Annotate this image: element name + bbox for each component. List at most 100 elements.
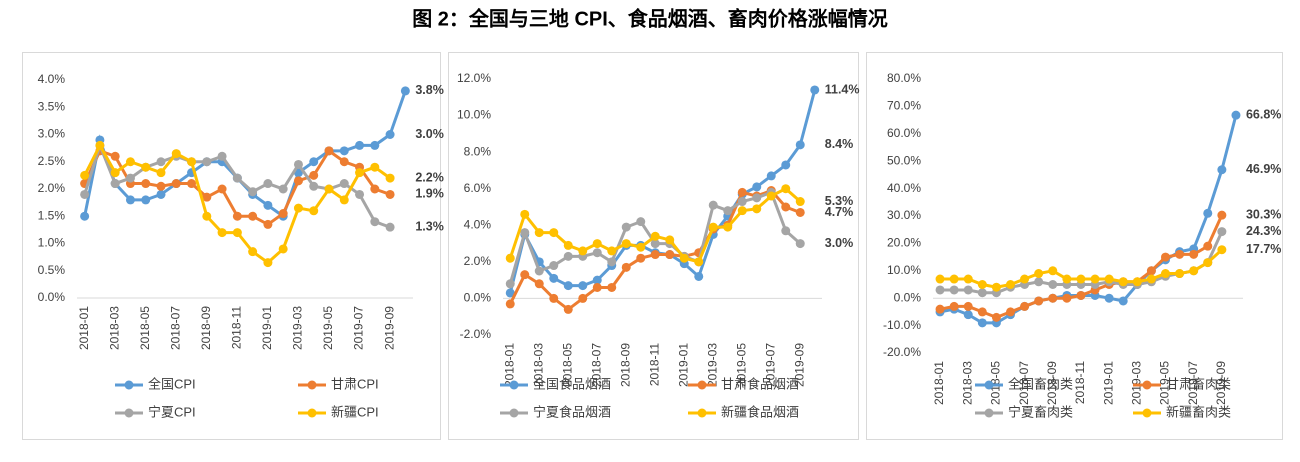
point bbox=[563, 240, 573, 250]
x-tick-label: 2018-01 bbox=[932, 361, 946, 405]
y-tick-label: 0.0% bbox=[894, 290, 922, 304]
y-tick-label: 8.0% bbox=[464, 144, 492, 158]
point bbox=[578, 293, 588, 303]
point bbox=[723, 206, 733, 216]
legend-label: 宁夏CPI bbox=[148, 404, 196, 419]
x-tick-label: 2019-07 bbox=[352, 306, 366, 350]
point bbox=[636, 217, 646, 227]
x-tick-label: 2019-09 bbox=[792, 343, 806, 387]
value-label: 5.3% bbox=[825, 194, 854, 208]
legend-label: 甘肃CPI bbox=[331, 376, 379, 391]
point bbox=[156, 168, 166, 178]
point bbox=[650, 250, 660, 260]
point bbox=[1048, 266, 1058, 276]
x-tick-label: 2018-11 bbox=[1073, 361, 1087, 404]
point bbox=[400, 86, 410, 96]
x-tick-label: 2019-07 bbox=[1186, 361, 1200, 405]
x-tick-label: 2018-07 bbox=[1017, 361, 1031, 405]
legend-label: 全国畜肉类 bbox=[1008, 376, 1073, 391]
point bbox=[505, 288, 515, 298]
point bbox=[563, 251, 573, 261]
point bbox=[592, 282, 602, 292]
point bbox=[1118, 296, 1128, 306]
point bbox=[339, 146, 349, 156]
point bbox=[309, 157, 319, 167]
point bbox=[752, 193, 762, 203]
value-label: 1.9% bbox=[415, 187, 444, 201]
point bbox=[80, 211, 90, 221]
point bbox=[187, 179, 197, 189]
point bbox=[263, 179, 273, 189]
point bbox=[737, 197, 747, 207]
point bbox=[505, 299, 515, 309]
point bbox=[263, 219, 273, 229]
x-tick-label: 2018-05 bbox=[138, 306, 152, 350]
point bbox=[385, 130, 395, 139]
x-tick-label: 2019-03 bbox=[1129, 361, 1143, 405]
panel-border bbox=[866, 52, 1283, 440]
series-line bbox=[939, 214, 1224, 319]
point bbox=[309, 181, 319, 191]
point bbox=[549, 261, 559, 271]
point bbox=[708, 200, 718, 210]
point bbox=[665, 235, 675, 245]
y-tick-label: 40.0% bbox=[887, 181, 921, 195]
y-tick-label: 30.0% bbox=[887, 208, 921, 222]
point bbox=[1161, 252, 1170, 262]
point bbox=[95, 140, 105, 150]
point bbox=[263, 258, 273, 268]
point bbox=[607, 257, 617, 267]
point bbox=[963, 301, 973, 311]
point bbox=[752, 182, 762, 192]
x-tick-label: 2019-07 bbox=[763, 343, 777, 387]
panel-border bbox=[22, 52, 441, 440]
point bbox=[781, 202, 791, 212]
point bbox=[202, 211, 212, 221]
x-tick-label: 2019-03 bbox=[291, 306, 305, 350]
point bbox=[935, 274, 945, 284]
series-line bbox=[939, 114, 1238, 325]
point bbox=[520, 270, 530, 280]
point bbox=[949, 285, 959, 295]
point bbox=[385, 222, 395, 232]
point bbox=[977, 280, 987, 289]
point bbox=[339, 157, 349, 167]
point bbox=[650, 239, 660, 249]
point bbox=[1189, 266, 1199, 276]
point bbox=[520, 228, 530, 238]
point bbox=[592, 248, 602, 258]
point bbox=[665, 250, 675, 260]
point bbox=[1217, 227, 1227, 237]
point bbox=[563, 281, 573, 291]
point bbox=[1104, 274, 1114, 284]
point bbox=[781, 226, 791, 236]
point bbox=[278, 209, 288, 219]
value-label: 2.2% bbox=[415, 170, 444, 184]
point bbox=[370, 162, 380, 172]
point bbox=[1231, 110, 1241, 120]
point bbox=[505, 279, 515, 289]
x-tick-label: 2019-01 bbox=[1101, 361, 1115, 405]
point bbox=[766, 171, 776, 181]
point bbox=[355, 168, 365, 178]
legend-label: 甘肃食品烟酒 bbox=[721, 376, 799, 391]
point bbox=[578, 281, 588, 291]
point bbox=[636, 253, 646, 263]
point bbox=[578, 246, 588, 256]
point bbox=[156, 189, 166, 199]
point bbox=[217, 184, 227, 194]
point bbox=[355, 189, 365, 199]
point bbox=[1048, 280, 1058, 289]
y-tick-label: 12.0% bbox=[457, 71, 491, 85]
point bbox=[549, 228, 559, 238]
point bbox=[125, 173, 135, 183]
legend-marker bbox=[124, 408, 134, 418]
point bbox=[232, 211, 242, 221]
point bbox=[248, 211, 258, 221]
point bbox=[232, 228, 242, 238]
point bbox=[935, 304, 945, 314]
point bbox=[1189, 249, 1199, 259]
point bbox=[607, 246, 617, 256]
